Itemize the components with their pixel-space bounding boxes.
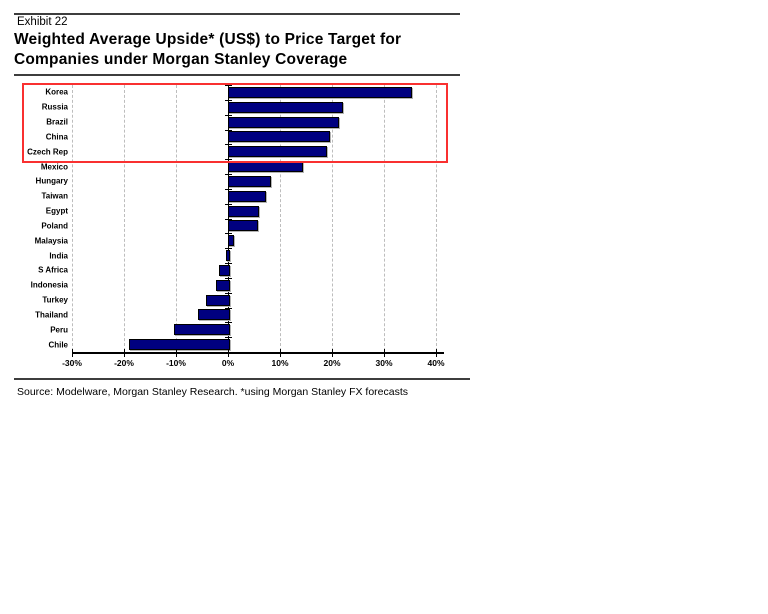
bar-india: [225, 250, 230, 262]
x-tick-label-0: 0%: [221, 358, 235, 368]
bar-s-africa: [219, 264, 230, 276]
bar-brazil: [228, 116, 340, 128]
bar-taiwan: [228, 190, 267, 202]
category-tick: [225, 129, 232, 131]
x-axis-tick-40: [436, 349, 437, 357]
category-label-brazil: Brazil: [46, 117, 68, 127]
category-tick: [225, 174, 232, 175]
bar-czech-rep: [228, 146, 328, 158]
category-label-russia: Russia: [41, 102, 68, 112]
category-tick: [225, 233, 232, 235]
category-label-poland: Poland: [41, 221, 68, 231]
title-separator-rule: [14, 74, 460, 76]
bar-egypt: [228, 205, 259, 217]
bar-china: [228, 131, 330, 143]
category-tick: [225, 218, 232, 220]
category-label-peru: Peru: [50, 325, 68, 335]
category-label-czech-rep: Czech Rep: [27, 147, 68, 157]
x-axis-tick-20: [332, 349, 333, 357]
x-tick-label--10: -10%: [166, 358, 186, 368]
x-axis-line: [72, 352, 444, 354]
category-label-india: India: [49, 251, 68, 261]
x-axis-tick--10: [176, 349, 177, 357]
x-axis-tick-10: [280, 349, 281, 357]
bar-poland: [228, 220, 258, 232]
footer-rule: [14, 378, 470, 380]
bar-chile: [129, 339, 230, 351]
category-tick: [225, 292, 232, 294]
category-label-taiwan: Taiwan: [41, 191, 68, 201]
category-tick: [225, 277, 232, 279]
x-axis-tick--20: [124, 349, 125, 357]
category-tick: [225, 337, 232, 339]
gridline-20: [332, 85, 333, 351]
x-axis-tick-30: [384, 349, 385, 357]
source-note: Source: Modelware, Morgan Stanley Resear…: [17, 386, 409, 398]
category-tick: [225, 307, 232, 309]
chart-title: Weighted Average Upside* (US$) to Price …: [14, 30, 401, 70]
x-tick-label-10: 10%: [271, 358, 289, 368]
category-label-indonesia: Indonesia: [30, 280, 68, 290]
category-label-malaysia: Malaysia: [34, 236, 68, 246]
x-tick-label--20: -20%: [114, 358, 134, 368]
bar-hungary: [228, 175, 271, 187]
x-tick-label-30: 30%: [375, 358, 393, 368]
x-tick-label-20: 20%: [323, 358, 341, 368]
gridline--20: [124, 85, 125, 351]
category-tick: [225, 99, 232, 101]
category-tick: [225, 144, 232, 146]
bar-korea: [228, 86, 412, 98]
category-tick: [225, 85, 232, 86]
category-label-chile: Chile: [48, 340, 68, 350]
category-label-china: China: [45, 132, 68, 142]
gridline--10: [176, 85, 177, 351]
x-tick-label--30: -30%: [62, 358, 82, 368]
category-label-korea: Korea: [45, 87, 68, 97]
chart-title-line-1: Weighted Average Upside* (US$) to Price …: [14, 31, 402, 48]
bar-turkey: [205, 294, 230, 306]
bar-russia: [228, 101, 343, 113]
bar-indonesia: [216, 279, 230, 291]
highlight-box: [22, 83, 448, 164]
category-label-egypt: Egypt: [45, 206, 68, 216]
exhibit-label: Exhibit 22: [17, 16, 68, 28]
category-tick: [225, 114, 232, 116]
category-tick: [225, 322, 232, 324]
category-tick: [225, 248, 232, 250]
category-label-s-africa: S Africa: [38, 265, 68, 275]
category-tick: [225, 203, 232, 205]
gridline-10: [280, 85, 281, 351]
bar-malaysia: [228, 235, 235, 247]
category-label-thailand: Thailand: [35, 310, 68, 320]
category-label-hungary: Hungary: [35, 176, 68, 186]
bar-peru: [174, 324, 230, 336]
category-tick: [225, 188, 232, 190]
gridline-40: [436, 85, 437, 351]
category-label-mexico: Mexico: [40, 162, 68, 172]
category-tick: [225, 159, 232, 161]
x-axis-tick--30: [72, 349, 73, 357]
header-rule-top: [14, 13, 460, 15]
gridline-30: [384, 85, 385, 351]
bar-thailand: [197, 309, 230, 321]
category-tick: [225, 263, 232, 264]
x-axis-tick-0: [228, 349, 229, 357]
x-tick-label-40: 40%: [427, 358, 445, 368]
category-label-turkey: Turkey: [42, 295, 68, 305]
chart-title-line-2: Companies under Morgan Stanley Coverage: [14, 51, 348, 68]
gridline--30: [72, 85, 73, 351]
